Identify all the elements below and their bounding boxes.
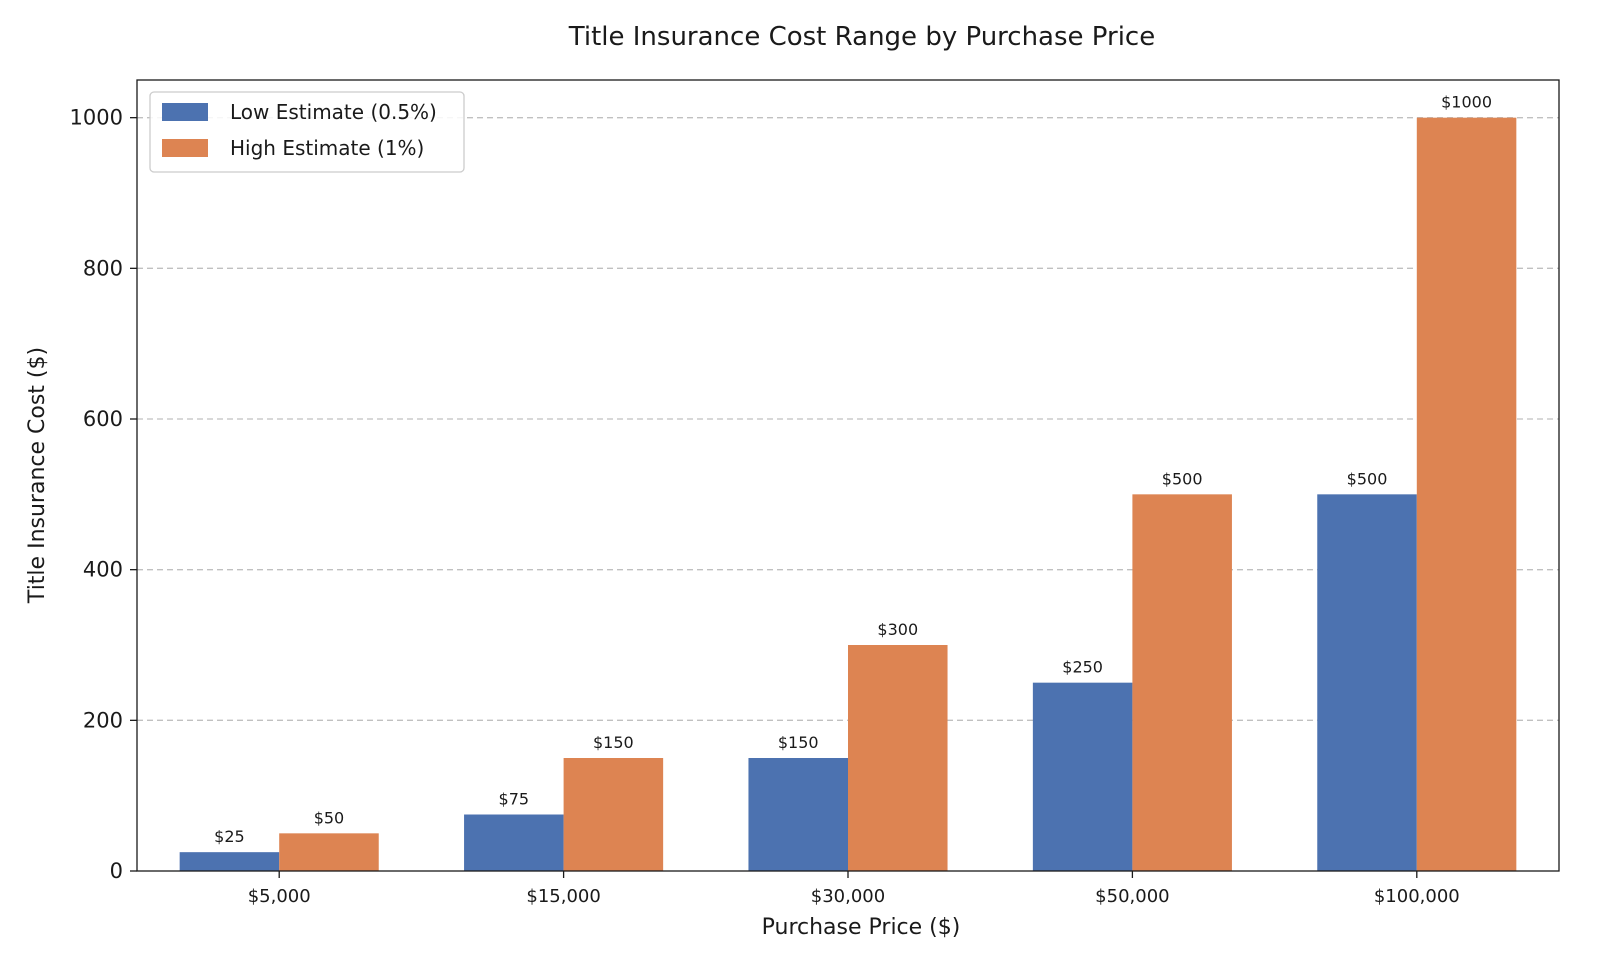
- y-tick-label: 800: [83, 256, 123, 280]
- legend-box: [149, 91, 465, 173]
- bar-low-estimate: [1317, 494, 1417, 871]
- bar-low-estimate: [464, 814, 564, 871]
- data-labels: $25 $50 $75 $150 $150 $300 $250 $500 $500 $1000: [214, 93, 1492, 847]
- bars: [179, 117, 1517, 871]
- bar-value-label: $75: [499, 790, 530, 809]
- legend-swatch: [162, 103, 208, 121]
- x-tick-label: $50,000: [1095, 886, 1169, 907]
- bar-value-label: $500: [1162, 469, 1203, 488]
- x-tick-label: $100,000: [1374, 886, 1460, 907]
- bar-low-estimate: [179, 852, 280, 871]
- x-tick-label: $30,000: [811, 886, 885, 907]
- legend-entry-label: High Estimate (1%): [230, 136, 424, 160]
- bar-high-estimate: [279, 833, 379, 871]
- x-axis-ticks: $5,000 $15,000 $30,000 $50,000 $100,000: [248, 871, 1460, 907]
- y-tick-label: 600: [83, 407, 123, 431]
- bar-value-label: $500: [1347, 469, 1388, 488]
- x-axis-label: Purchase Price ($): [762, 915, 961, 940]
- bar-high-estimate: [1416, 117, 1517, 871]
- bar-value-label: $150: [593, 733, 634, 752]
- x-tick-label: $5,000: [248, 886, 311, 907]
- bar-high-estimate: [848, 645, 948, 871]
- bar-value-label: $150: [778, 733, 819, 752]
- y-tick-label: 200: [83, 708, 123, 732]
- bar-value-label: $25: [214, 827, 245, 846]
- bar-value-label: $1000: [1441, 93, 1492, 112]
- chart-title: Title Insurance Cost Range by Purchase P…: [568, 22, 1155, 52]
- x-tick-label: $15,000: [526, 886, 600, 907]
- bar-low-estimate: [748, 758, 848, 871]
- legend: Low Estimate (0.5%) High Estimate (1%): [149, 91, 465, 173]
- bar-high-estimate: [1132, 494, 1232, 871]
- y-axis-ticks: 0 200 400 600 800 1000: [70, 106, 137, 883]
- bar-value-label: $50: [314, 808, 345, 827]
- legend-entry-label: Low Estimate (0.5%): [230, 100, 437, 124]
- legend-swatch: [162, 139, 208, 157]
- y-tick-label: 400: [83, 558, 123, 582]
- bar-low-estimate: [1032, 682, 1133, 871]
- y-tick-label: 0: [110, 859, 123, 883]
- bar-value-label: $250: [1062, 658, 1103, 677]
- bar-value-label: $300: [877, 620, 918, 639]
- y-tick-label: 1000: [70, 106, 123, 130]
- bar-high-estimate: [563, 758, 664, 871]
- y-axis-label: Title Insurance Cost ($): [25, 347, 50, 604]
